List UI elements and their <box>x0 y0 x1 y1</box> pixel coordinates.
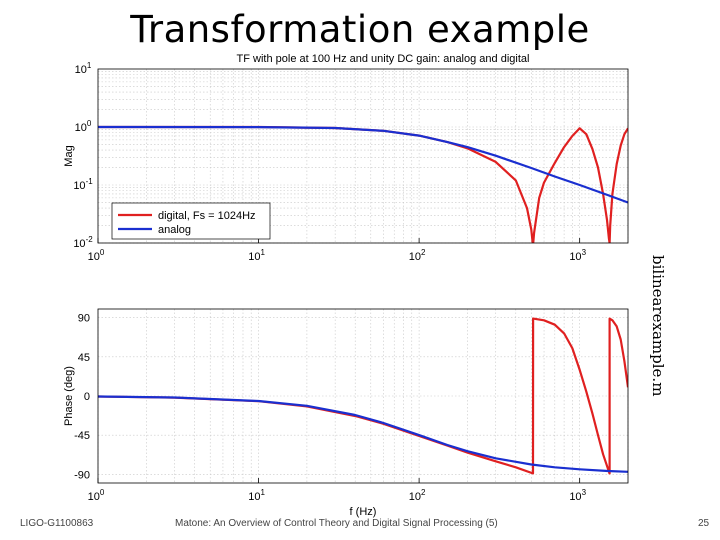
axis-box <box>97 308 629 484</box>
y-tick-label: 90 <box>78 313 90 325</box>
y-tick-label: -90 <box>74 469 90 481</box>
legend-box <box>111 202 271 240</box>
y-tick-label: -45 <box>74 430 90 442</box>
x-tick-label: 102 <box>409 488 426 503</box>
x-axis-label: f (Hz) <box>350 506 377 518</box>
footer-document-id: LIGO-G1100863 <box>20 518 94 529</box>
legend-label: digital, Fs = 1024Hz <box>158 210 256 222</box>
grid-lines <box>97 309 629 483</box>
script-filename-label: bilinearexample.m <box>649 255 667 397</box>
x-tick-label: 103 <box>569 248 586 263</box>
y-tick-label: 45 <box>78 352 90 364</box>
axis-box <box>97 68 629 244</box>
analog-series-line <box>98 395 628 473</box>
y-tick-label: 10-1 <box>73 177 93 192</box>
chart-title: TF with pole at 100 Hz and unity DC gain… <box>237 53 530 65</box>
x-tick-label: 103 <box>569 488 586 503</box>
plot-background <box>98 309 628 483</box>
y-axis-label: Mag <box>63 145 75 166</box>
legend-label: analog <box>158 224 191 236</box>
phase-panel: 100 101 102 103 -90 -45 0 45 90 Phase (deg) f (Hz) <box>63 308 629 518</box>
footer-citation: Matone: An Overview of Control Theory an… <box>175 518 498 529</box>
slide-title: Transformation example <box>130 8 590 51</box>
y-axis-label: Phase (deg) <box>63 366 75 426</box>
legend: digital, Fs = 1024Hz analog <box>111 202 271 240</box>
y-tick-label: 100 <box>75 119 92 134</box>
magnitude-panel: 100 101 102 103 10-2 10-1 100 101 Mag TF with pol… <box>63 53 629 263</box>
x-tick-label: 101 <box>248 488 265 503</box>
y-tick-label: 101 <box>75 61 92 76</box>
analog-series-line <box>98 125 628 204</box>
x-tick-label: 102 <box>409 248 426 263</box>
y-tick-label: 0 <box>84 391 90 403</box>
page-number: 25 <box>698 518 710 529</box>
x-tick-label: 100 <box>88 248 105 263</box>
x-tick-label: 100 <box>88 488 105 503</box>
y-tick-label: 10-2 <box>73 235 93 250</box>
x-tick-label: 101 <box>248 248 265 263</box>
